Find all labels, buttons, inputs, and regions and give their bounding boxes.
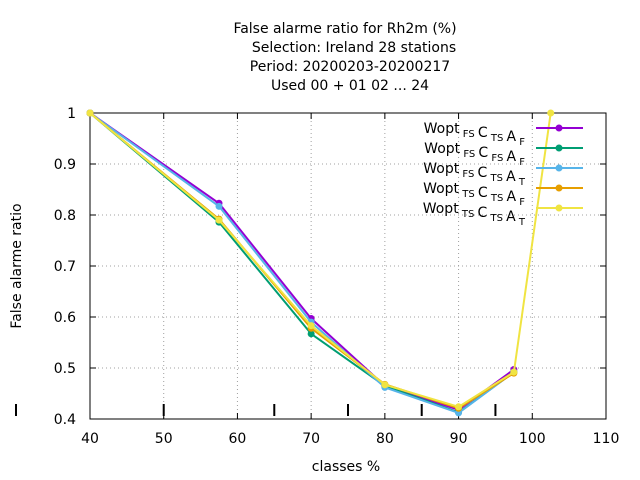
legend-subscript: T <box>516 177 526 188</box>
legend-swatch-point <box>555 204 563 212</box>
legend-subscript: F <box>516 157 525 168</box>
legend-swatch-point <box>555 124 563 132</box>
legend-text-part: C <box>478 205 488 221</box>
y-tick-label: 1 <box>67 106 76 122</box>
y-tick-label: 0.9 <box>54 157 76 173</box>
x-axis-label: classes % <box>312 459 380 475</box>
series-point <box>307 330 315 338</box>
legend-subscript: FS <box>460 129 478 140</box>
class-markers <box>15 404 497 416</box>
legend-subscript: FS <box>488 153 506 164</box>
legend-text-part: C <box>478 145 488 161</box>
legend-subscript: TS <box>459 189 478 200</box>
legend-subscript: T <box>516 217 526 228</box>
legend-text-part: A <box>506 189 516 205</box>
legend-text-part: C <box>478 165 488 181</box>
legend-text-part: Wopt <box>423 181 459 197</box>
legend-text-part: A <box>506 149 516 165</box>
series-group <box>86 109 555 417</box>
title-line-3: Period: 20200203-20200217 <box>250 59 450 75</box>
series-point <box>215 216 223 224</box>
legend-subscript: TS <box>459 209 478 220</box>
legend-text-part: C <box>478 125 488 141</box>
legend-label-3: Wopt FS C TS A T <box>423 161 526 188</box>
axes: 40 50 60 70 80 90 100 110 0.4 0.5 0.6 0.7 0.8 0.9 1 <box>54 106 620 447</box>
series-point <box>455 403 463 411</box>
series-point <box>510 368 518 376</box>
y-tick-label: 0.8 <box>54 208 76 224</box>
legend-subscript: F <box>516 197 525 208</box>
legend-text-part: A <box>506 169 516 185</box>
y-tick-label: 0.7 <box>54 259 76 275</box>
legend-subscript: FS <box>460 149 478 160</box>
x-tick-label: 80 <box>376 431 394 447</box>
y-tick-label: 0.5 <box>54 361 76 377</box>
legend-subscript: TS <box>487 173 506 184</box>
legend-text-part: Wopt <box>424 121 460 137</box>
y-tick-label: 0.6 <box>54 310 76 326</box>
y-tick-label: 0.4 <box>54 412 76 428</box>
plot-frame <box>89 112 607 420</box>
series-point <box>547 109 555 117</box>
legend-text-part: A <box>506 209 516 225</box>
grid <box>90 113 606 419</box>
chart-title: False alarme ratio for Rh2m (%) Selectio… <box>233 21 456 94</box>
x-tick-label: 100 <box>519 431 546 447</box>
series-point <box>86 109 94 117</box>
legend-subscript: FS <box>459 169 477 180</box>
legend-swatch-point <box>555 184 563 192</box>
legend-subscript: TS <box>488 133 507 144</box>
x-tick-label: 110 <box>593 431 620 447</box>
x-tick-label: 70 <box>302 431 320 447</box>
title-line-1: False alarme ratio for Rh2m (%) <box>233 21 456 37</box>
legend-swatch-point <box>555 164 563 172</box>
legend-swatch-point <box>555 144 563 152</box>
legend-label-5: Wopt TS C TS A T <box>423 201 526 228</box>
legend-subscript: TS <box>487 213 506 224</box>
legend-label-4: Wopt TS C TS A F <box>423 181 525 208</box>
series-point <box>215 202 223 210</box>
legend-subscript: TS <box>488 193 507 204</box>
legend-label-2: Wopt FS C FS A F <box>424 141 525 168</box>
x-tick-label: 50 <box>155 431 173 447</box>
legend-text-part: Wopt <box>423 161 459 177</box>
series-point <box>381 381 389 389</box>
legend-text-part: Wopt <box>424 141 460 157</box>
legend-text-part: Wopt <box>423 201 459 217</box>
title-line-2: Selection: Ireland 28 stations <box>252 40 456 56</box>
legend-subscript: F <box>516 137 525 148</box>
title-line-4: Used 00 + 01 02 ... 24 <box>271 78 429 94</box>
x-tick-label: 60 <box>229 431 247 447</box>
x-tick-label: 90 <box>450 431 468 447</box>
legend-text-part: A <box>506 129 516 145</box>
y-axis-label: False alarme ratio <box>9 203 25 328</box>
series-line-1 <box>89 112 515 411</box>
series-point <box>307 322 315 330</box>
x-tick-label: 40 <box>81 431 99 447</box>
legend-label-1: Wopt FS C TS A F <box>424 121 526 148</box>
legend-text-part: C <box>478 185 488 201</box>
legend: Wopt FS C TS A F Wopt FS C FS A F Wopt F… <box>423 121 583 228</box>
